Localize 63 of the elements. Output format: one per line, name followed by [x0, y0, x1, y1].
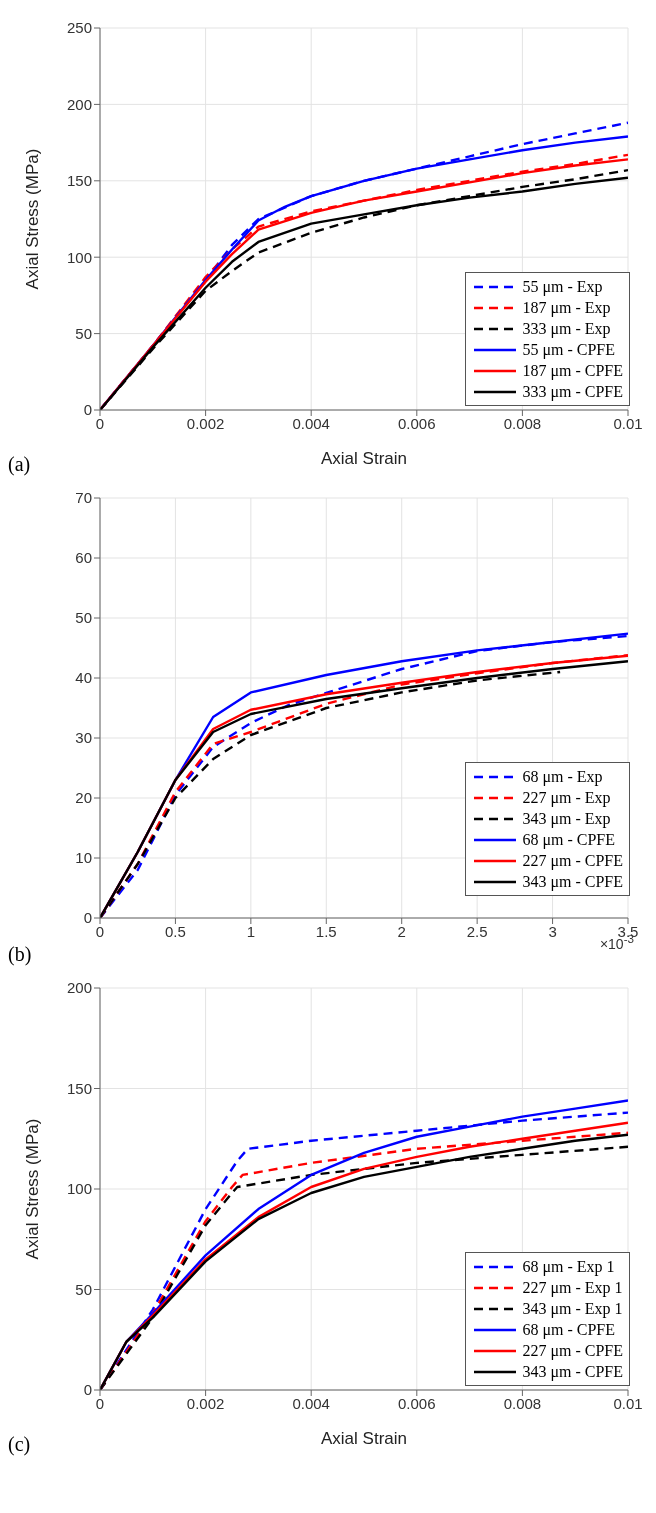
x-tick-label: 3: [548, 922, 557, 940]
y-axis-title: Axial Stress (MPa): [23, 148, 43, 290]
y-tick-label: 30: [75, 729, 92, 747]
legend-label: 68 μm - CPFE: [522, 1320, 615, 1339]
y-tick-label: 70: [75, 489, 92, 507]
x-tick-label: 0.006: [398, 1394, 436, 1412]
x-tick-label: 0.002: [186, 1394, 225, 1412]
legend-label: 55 μm - Exp: [522, 277, 603, 296]
y-tick-label: 250: [66, 19, 92, 37]
legend-label: 187 μm - Exp: [522, 298, 611, 317]
legend-label: 227 μm - Exp: [522, 788, 611, 807]
x-tick-label: 0: [95, 922, 105, 940]
x-tick-label: 0.006: [398, 414, 436, 432]
x-tick-label: 0.5: [165, 922, 186, 940]
legend-label: 227 μm - CPFE: [522, 851, 623, 870]
x-tick-label: 0: [95, 1394, 105, 1412]
y-tick-label: 0: [83, 401, 92, 419]
y-tick-label: 200: [66, 979, 92, 997]
y-tick-label: 40: [75, 669, 92, 687]
legend-label: 343 μm - Exp 1: [522, 1299, 623, 1318]
x-tick-label: 1: [246, 922, 256, 940]
y-tick-label: 0: [83, 909, 92, 927]
x-tick-label: 0.01: [613, 1394, 643, 1412]
y-tick-label: 60: [75, 549, 92, 567]
x-axis-title: Axial Strain: [321, 449, 407, 468]
x-tick-label: 0.004: [292, 414, 330, 432]
x-tick-label: 0.01: [613, 414, 643, 432]
y-tick-label: 20: [75, 789, 92, 807]
legend-label: 55 μm - CPFE: [522, 340, 615, 359]
y-tick-label: 50: [75, 1280, 92, 1298]
y-tick-label: 100: [66, 248, 92, 266]
text: (c): [8, 1433, 31, 1456]
x-tick-label: 0.008: [503, 1394, 542, 1412]
y-tick-label: 200: [66, 95, 92, 113]
legend-label: 333 μm - Exp: [522, 319, 611, 338]
legend-label: 68 μm - CPFE: [522, 830, 615, 849]
legend-label: 68 μm - Exp: [522, 767, 603, 786]
legend-label: 343 μm - Exp: [522, 809, 611, 828]
x-tick-label: 2: [397, 922, 406, 940]
x-tick-label: 0: [95, 414, 105, 432]
y-tick-label: 10: [75, 849, 92, 867]
x-tick-label: 0.002: [186, 414, 225, 432]
y-tick-label: 0: [83, 1381, 92, 1399]
legend-label: 227 μm - Exp 1: [522, 1278, 623, 1297]
x-tick-label: 0.004: [292, 1394, 330, 1412]
y-tick-label: 150: [66, 172, 92, 190]
y-tick-label: 50: [75, 324, 92, 342]
legend-label: 343 μm - CPFE: [522, 1362, 623, 1381]
y-tick-label: 150: [66, 1079, 92, 1097]
text: (b): [8, 943, 32, 966]
y-tick-label: 100: [66, 1180, 92, 1198]
x-axis-title: Axial Strain: [321, 1429, 407, 1448]
legend-label: 227 μm - CPFE: [522, 1341, 623, 1360]
legend-label: 68 μm - Exp 1: [522, 1257, 615, 1276]
y-axis-title: Axial Stress (MPa): [23, 1118, 43, 1260]
legend-label: 343 μm - CPFE: [522, 872, 623, 891]
x-tick-label: 2.5: [466, 922, 488, 940]
y-tick-label: 50: [75, 609, 92, 627]
x-tick-label: 1.5: [315, 922, 337, 940]
legend-label: 187 μm - CPFE: [522, 361, 623, 380]
text: (a): [8, 453, 31, 476]
legend-label: 333 μm - CPFE: [522, 382, 623, 401]
x-tick-label: 0.008: [503, 414, 542, 432]
